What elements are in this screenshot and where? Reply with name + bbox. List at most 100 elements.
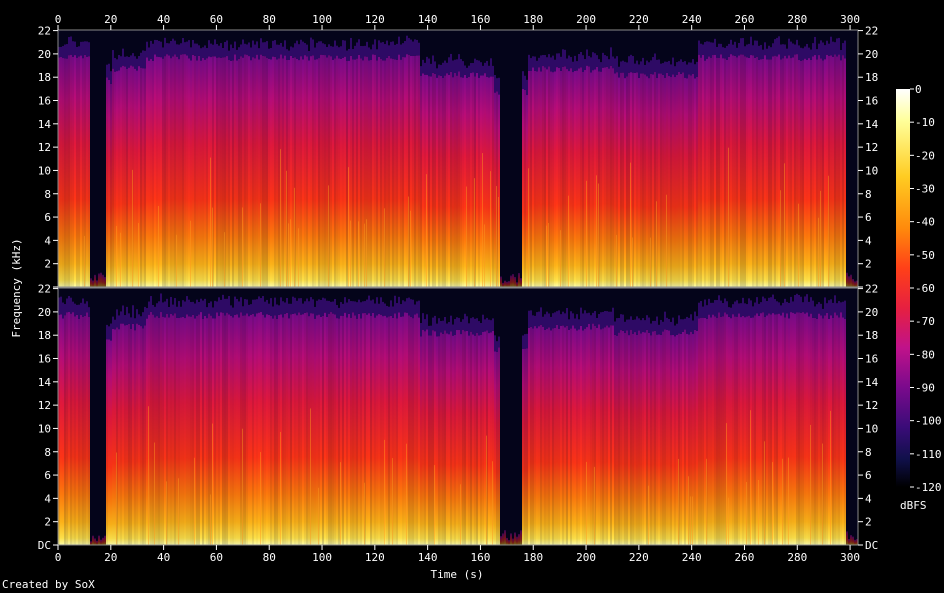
spectrogram-haze [796,39,798,55]
spectrogram-haze [496,341,498,352]
spectrogram-column [584,70,586,287]
spectrogram-haze [388,45,390,56]
spectrogram-haze [446,323,448,334]
spectrogram-column [678,333,680,545]
spectrogram-haze [438,318,440,337]
spectrogram-column [198,55,200,288]
spectrogram-column [296,315,298,545]
colorbar-tick-label: -100 [915,415,942,428]
spectrogram-haze [274,40,276,57]
spectrogram-streak [434,465,435,545]
spectrogram-haze [476,318,478,333]
spectrogram-column [748,57,750,287]
spectrogram-haze [824,297,826,316]
spectrogram-column [128,67,130,287]
spectrogram-haze [542,316,544,327]
spectrogram-column [514,276,516,287]
spectrogram-haze [674,325,676,337]
spectrogram-column [730,318,732,545]
spectrogram-column [318,314,320,545]
spectrogram-streak [242,428,243,545]
spectrogram-haze [278,44,280,59]
spectrogram-streak [194,457,195,545]
spectrogram-column [522,348,524,545]
spectrogram-column [202,318,204,545]
spectrogram-column [768,59,770,288]
spectrogram-haze [684,318,686,330]
spectrogram-column [220,57,222,287]
spectrogram-haze [576,314,578,331]
spectrogram-column [668,76,670,287]
spectrogram-column [764,316,766,545]
spectrogram-column [364,312,366,545]
spectrogram-haze [750,36,752,56]
spectrogram-column [176,317,178,545]
spectrogram-column [130,328,132,545]
spectrogram-haze [338,47,340,59]
spectrogram-column [94,274,96,287]
spectrogram-column [652,331,654,545]
spectrogram-column [344,312,346,545]
spectrogram-column [444,330,446,545]
spectrogram-column [126,325,128,545]
spectrogram-haze [448,57,450,75]
spectrogram-haze [570,57,572,69]
spectrogram-haze [260,298,262,312]
spectrogram-haze [246,299,248,314]
spectrogram-haze [702,306,704,318]
spectrogram-column [204,315,206,545]
spectrogram-haze [770,297,772,315]
spectrogram-haze [66,44,68,59]
spectrogram-column [272,56,274,288]
spectrogram-streak [728,147,729,287]
spectrogram-column [570,68,572,288]
spectrogram-haze [524,334,526,349]
spectrogram-column [586,65,588,287]
spectrogram-haze [714,38,716,55]
spectrogram-column [688,334,690,545]
spectrogram-column [528,327,530,545]
spectrogram-haze [844,300,846,319]
y-tick-label-right: 16 [865,95,878,108]
spectrogram-column [252,313,254,545]
spectrogram-column [742,54,744,288]
spectrogram-column [366,56,368,288]
spectrogram-haze [798,295,800,313]
spectrogram-streak [154,442,155,545]
y-tick-label-right: 14 [865,118,879,131]
spectrogram-haze [532,56,534,68]
spectrogram-haze [460,321,462,335]
spectrogram-haze [798,45,800,61]
spectrogram-column [688,74,690,287]
spectrogram-haze [286,297,288,313]
spectrogram-haze [660,319,662,335]
spectrogram-column [248,316,250,545]
spectrogram-haze [688,317,690,335]
spectrogram-column [254,58,256,287]
spectrogram-haze [736,47,738,58]
spectrogram-haze [594,311,596,326]
spectrogram-haze [672,317,674,336]
spectrogram-column [356,58,358,288]
spectrogram-column [232,60,234,288]
spectrogram-haze [440,321,442,333]
spectrogram-haze [70,36,72,55]
spectrogram-column [634,332,636,545]
x-tick-label-bottom: 220 [629,551,649,564]
spectrogram-column [142,68,144,287]
spectrogram-column [126,68,128,288]
spectrogram-column [676,74,678,287]
spectrogram-column [148,60,150,287]
spectrogram-haze [760,302,762,314]
spectrogram-column [382,316,384,545]
spectrogram-column [384,60,386,287]
spectrogram-column [696,330,698,545]
spectrogram-haze [288,303,290,319]
spectrogram-haze [132,53,134,67]
spectrogram-column [832,56,834,287]
spectrogram-column [732,314,734,545]
spectrogram-column [238,317,240,545]
spectrogram-haze [316,300,318,316]
spectrogram-column [82,316,84,545]
spectrogram-haze [840,50,842,61]
